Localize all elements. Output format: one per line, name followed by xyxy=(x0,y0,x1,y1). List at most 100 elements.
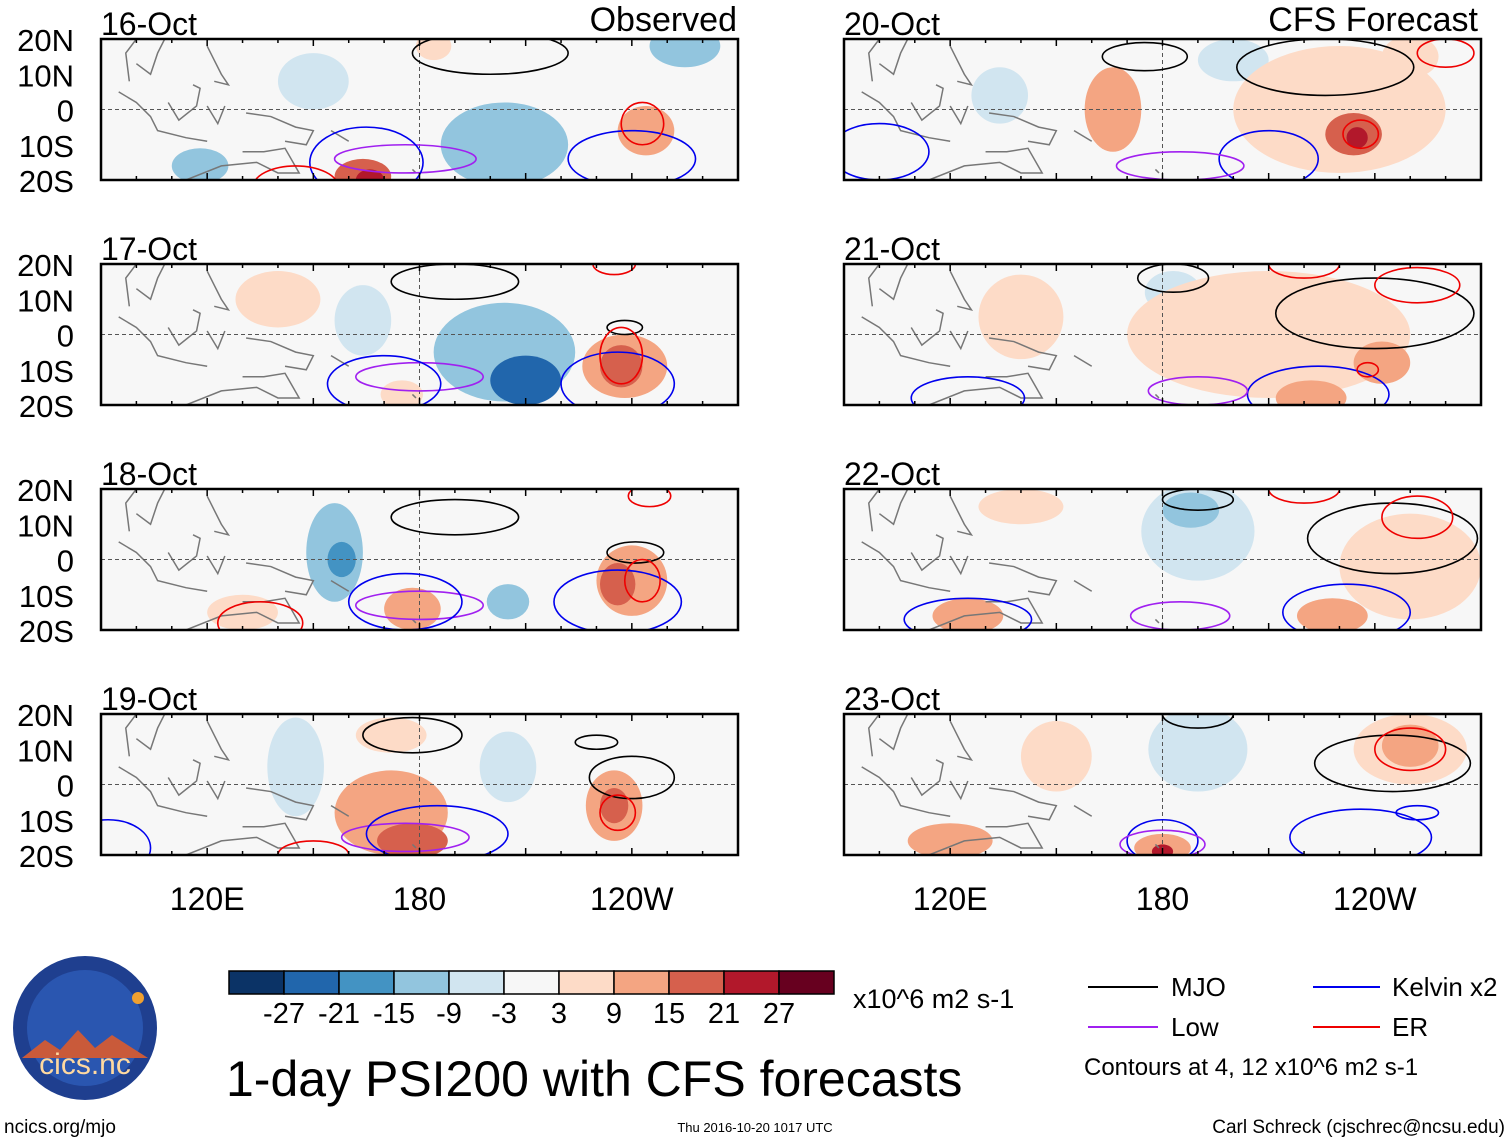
contour-mjo xyxy=(1236,39,1415,97)
panel-date: 23-Oct xyxy=(844,681,940,717)
anomaly-blob xyxy=(649,39,721,68)
lat-label: 20N xyxy=(17,248,74,283)
anomaly-blob xyxy=(440,102,569,180)
lat-label: 10S xyxy=(19,129,74,164)
coastline xyxy=(910,534,944,572)
anomaly-blob xyxy=(479,731,537,803)
coastline xyxy=(124,264,137,307)
contour-er xyxy=(1374,727,1447,772)
map-panel-20-Oct: 20-Oct xyxy=(842,6,1483,182)
coastline xyxy=(867,714,880,757)
anomaly-blob xyxy=(415,39,452,61)
anomaly-blob xyxy=(1197,39,1269,82)
anomaly-blob xyxy=(1353,341,1411,384)
anomaly-blob xyxy=(599,345,643,388)
contour-er xyxy=(1381,495,1454,540)
coastline xyxy=(206,270,231,312)
contour-low xyxy=(340,822,470,853)
contour-mjo xyxy=(390,264,520,301)
contour-low xyxy=(333,143,477,174)
contour-mjo xyxy=(606,319,644,336)
anomaly-blob xyxy=(486,584,530,620)
coastline xyxy=(878,264,909,301)
lat-label: 20N xyxy=(17,473,74,508)
panel-date: 22-Oct xyxy=(844,456,940,492)
contour-kelvin xyxy=(326,354,442,405)
colorbar-label: -21 xyxy=(318,998,360,1030)
anomaly-blob xyxy=(907,823,993,855)
map-panel-21-Oct: 21-Oct xyxy=(842,231,1483,407)
contour-er xyxy=(1342,119,1380,150)
contour-kelvin xyxy=(560,351,676,405)
colorbar-label: 3 xyxy=(551,998,567,1030)
legend-label-er: ER xyxy=(1392,1012,1428,1042)
contour-er xyxy=(1267,264,1341,279)
coastline xyxy=(910,309,944,347)
coastline xyxy=(330,355,350,367)
contour-kelvin xyxy=(1218,129,1319,180)
coastline xyxy=(1154,843,1160,849)
coastline xyxy=(988,562,1058,596)
coastline xyxy=(878,39,909,76)
coastline xyxy=(949,495,974,537)
coastline xyxy=(118,766,208,817)
contour-er xyxy=(1416,39,1475,68)
contour-kelvin xyxy=(567,129,697,180)
coastline xyxy=(861,91,951,142)
anomaly-blob xyxy=(380,380,424,405)
coastline xyxy=(135,39,166,76)
anomaly-blob xyxy=(1020,721,1092,792)
colorbar-label: 15 xyxy=(653,998,685,1030)
colorbar-swatch xyxy=(778,970,835,995)
left-column-header: Observed xyxy=(590,1,737,39)
contour-mjo xyxy=(1136,264,1210,293)
lat-label: 10N xyxy=(17,283,74,318)
coastline xyxy=(135,714,166,751)
footer-url[interactable]: ncics.org/mjo xyxy=(4,1117,116,1138)
colorbar-label: -9 xyxy=(436,998,462,1030)
footer-author[interactable]: Carl Schreck (cjschrec@ncsu.edu) xyxy=(1212,1117,1505,1138)
anomaly-blob xyxy=(277,53,349,110)
lat-label: 0 xyxy=(57,769,74,804)
contour-note: Contours at 4, 12 x10^6 m2 s-1 xyxy=(1084,1054,1418,1081)
contour-kelvin xyxy=(101,818,152,855)
coastline xyxy=(411,393,417,399)
colorbar-label: -15 xyxy=(373,998,415,1030)
coastline xyxy=(185,597,301,630)
coastline xyxy=(867,489,880,532)
contour-low xyxy=(1129,601,1231,630)
anomaly-blob xyxy=(1339,513,1481,620)
anomaly-blob xyxy=(235,271,321,328)
colorbar-label: -27 xyxy=(263,998,305,1030)
coastline xyxy=(988,787,1058,821)
contour-mjo xyxy=(588,755,676,800)
contour-er xyxy=(1356,361,1380,378)
contour-kelvin xyxy=(1282,583,1412,630)
contour-er xyxy=(1267,489,1341,504)
coastline xyxy=(928,372,1044,405)
contour-kelvin xyxy=(1126,818,1199,855)
coastline xyxy=(118,316,208,367)
panel-date: 19-Oct xyxy=(101,681,197,717)
contour-er xyxy=(1374,266,1461,304)
coastline xyxy=(185,147,301,180)
coastline xyxy=(988,337,1058,371)
lat-label: 10S xyxy=(19,804,74,839)
coastline xyxy=(124,39,137,82)
coastline xyxy=(245,112,315,146)
lat-label: 10N xyxy=(17,733,74,768)
legend: MJO Kelvin x2 Low ER Contours at 4, 12 x… xyxy=(1084,972,1498,1081)
contour-er xyxy=(623,558,661,603)
coastline xyxy=(330,580,350,592)
coastline xyxy=(206,330,226,351)
panel-date: 18-Oct xyxy=(101,456,197,492)
contour-mjo xyxy=(1306,502,1479,575)
figure-title: 1-day PSI200 with CFS forecasts xyxy=(226,1051,962,1107)
contour-mjo xyxy=(1101,41,1189,72)
panel-date: 21-Oct xyxy=(844,231,940,267)
anomaly-blob xyxy=(599,788,629,824)
coastline xyxy=(1073,580,1093,592)
colorbar-units: x10^6 m2 s-1 xyxy=(853,984,1014,1014)
coastline xyxy=(135,264,166,301)
